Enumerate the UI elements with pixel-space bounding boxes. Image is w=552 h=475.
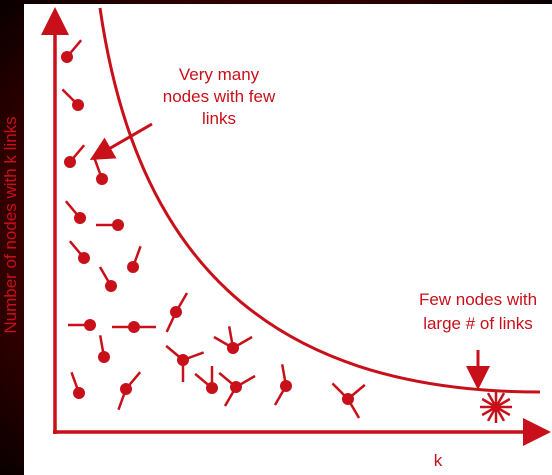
node-dot <box>206 382 218 394</box>
node-dot <box>96 173 108 185</box>
node-dot <box>84 319 96 331</box>
node-dot <box>98 351 110 363</box>
node-dot <box>170 306 182 318</box>
annotation-line: large # of links <box>423 314 533 333</box>
node-dot <box>105 280 117 292</box>
x-axis-label: k <box>434 451 443 470</box>
panel <box>24 4 552 475</box>
node-dot <box>73 387 85 399</box>
node-dot <box>280 380 292 392</box>
node-dot <box>64 156 76 168</box>
node-dot <box>342 393 354 405</box>
y-axis-label: Number of nodes with k links <box>1 116 20 333</box>
node-dot <box>112 219 124 231</box>
annotation-line: Few nodes with <box>419 290 537 309</box>
node-dot <box>120 383 132 395</box>
node-dot <box>72 99 84 111</box>
node-dot <box>78 252 90 264</box>
page: Number of nodes with k links k Very many… <box>0 0 552 475</box>
annotation-line: Very many <box>179 65 260 84</box>
node-dot <box>127 261 139 273</box>
diagram: Number of nodes with k links k Very many… <box>0 0 552 475</box>
node-dot <box>177 354 189 366</box>
annotation-line: nodes with few <box>163 87 276 106</box>
hub-dot <box>493 404 499 410</box>
node-dot <box>61 51 73 63</box>
node-dot <box>128 321 140 333</box>
node-dot <box>74 212 86 224</box>
node-dot <box>227 342 239 354</box>
annotation-line: links <box>202 109 236 128</box>
node-dot <box>230 381 242 393</box>
